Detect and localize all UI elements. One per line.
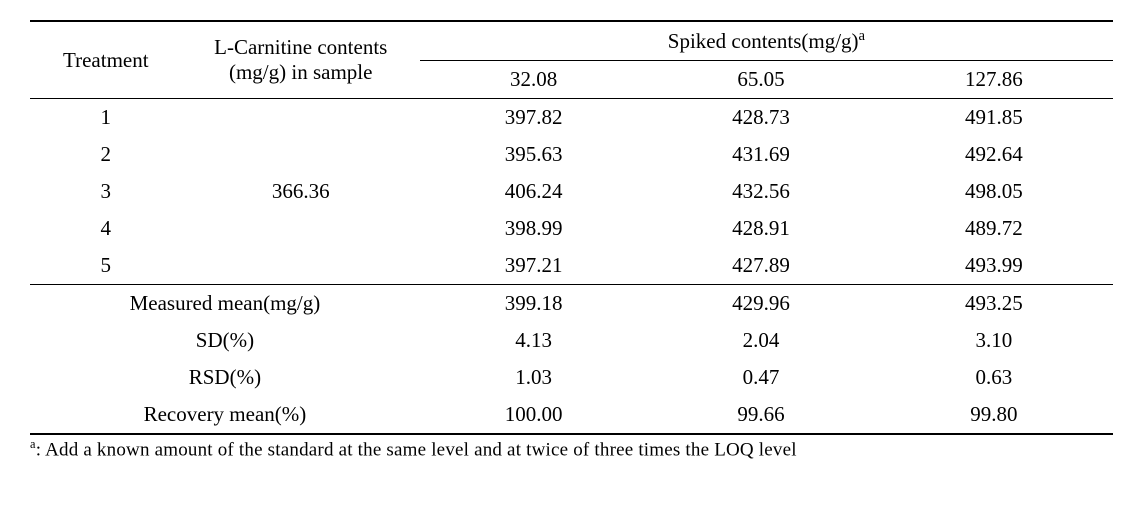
stat-value: 2.04 xyxy=(647,322,874,359)
stat-row: SD(%) 4.13 2.04 3.10 xyxy=(30,322,1113,359)
footnote: a: Add a known amount of the standard at… xyxy=(30,437,1113,461)
value-cell: 432.56 xyxy=(647,173,874,210)
col-header-spiked: Spiked contents(mg/g)a xyxy=(420,21,1113,61)
stat-label: Recovery mean(%) xyxy=(30,396,420,434)
table-row: 1 366.36 397.82 428.73 491.85 xyxy=(30,99,1113,137)
value-cell: 498.05 xyxy=(875,173,1113,210)
treatment-cell: 1 xyxy=(30,99,182,137)
value-cell: 395.63 xyxy=(420,136,647,173)
col-header-contents-line1: L-Carnitine contents xyxy=(214,35,387,59)
treatment-cell: 5 xyxy=(30,247,182,285)
spiked-level-0: 32.08 xyxy=(420,61,647,99)
stat-value: 493.25 xyxy=(875,285,1113,323)
value-cell: 489.72 xyxy=(875,210,1113,247)
spiked-level-1: 65.05 xyxy=(647,61,874,99)
recovery-table: Treatment L-Carnitine contents (mg/g) in… xyxy=(30,20,1113,435)
stat-row: RSD(%) 1.03 0.47 0.63 xyxy=(30,359,1113,396)
superscript-a: a xyxy=(859,28,866,44)
value-cell: 492.64 xyxy=(875,136,1113,173)
stat-label: Measured mean(mg/g) xyxy=(30,285,420,323)
value-cell: 431.69 xyxy=(647,136,874,173)
spiked-level-2: 127.86 xyxy=(875,61,1113,99)
treatment-cell: 4 xyxy=(30,210,182,247)
value-cell: 427.89 xyxy=(647,247,874,285)
treatment-cell: 3 xyxy=(30,173,182,210)
stat-value: 1.03 xyxy=(420,359,647,396)
footnote-text: : Add a known amount of the standard at … xyxy=(36,439,797,460)
value-cell: 428.91 xyxy=(647,210,874,247)
value-cell: 397.21 xyxy=(420,247,647,285)
stat-label: SD(%) xyxy=(30,322,420,359)
stat-value: 0.63 xyxy=(875,359,1113,396)
value-cell: 406.24 xyxy=(420,173,647,210)
stat-value: 0.47 xyxy=(647,359,874,396)
col-header-spiked-text: Spiked contents(mg/g) xyxy=(668,29,859,53)
stat-value: 100.00 xyxy=(420,396,647,434)
stat-value: 429.96 xyxy=(647,285,874,323)
stat-value: 99.66 xyxy=(647,396,874,434)
col-header-contents-line2: (mg/g) in sample xyxy=(229,60,372,84)
treatment-cell: 2 xyxy=(30,136,182,173)
value-cell: 428.73 xyxy=(647,99,874,137)
stat-value: 399.18 xyxy=(420,285,647,323)
sample-content-cell: 366.36 xyxy=(182,99,420,285)
stat-row: Recovery mean(%) 100.00 99.66 99.80 xyxy=(30,396,1113,434)
stat-row: Measured mean(mg/g) 399.18 429.96 493.25 xyxy=(30,285,1113,323)
col-header-treatment: Treatment xyxy=(30,21,182,99)
stat-value: 4.13 xyxy=(420,322,647,359)
value-cell: 398.99 xyxy=(420,210,647,247)
stat-value: 99.80 xyxy=(875,396,1113,434)
col-header-contents: L-Carnitine contents (mg/g) in sample xyxy=(182,21,420,99)
stat-label: RSD(%) xyxy=(30,359,420,396)
stat-value: 3.10 xyxy=(875,322,1113,359)
value-cell: 493.99 xyxy=(875,247,1113,285)
value-cell: 397.82 xyxy=(420,99,647,137)
value-cell: 491.85 xyxy=(875,99,1113,137)
